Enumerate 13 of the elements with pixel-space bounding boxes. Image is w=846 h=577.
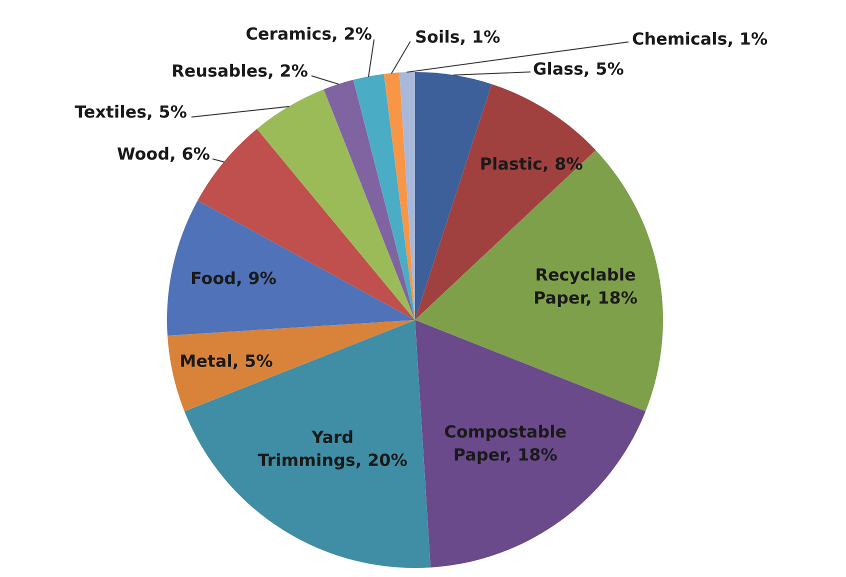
slice-label: Ceramics, 2%: [246, 26, 372, 42]
slice-label: Recyclable Paper, 18%: [535, 268, 638, 308]
slice-label: Plastic, 8%: [481, 156, 582, 172]
slice-label: Wood, 6%: [117, 146, 210, 162]
slice-label: Textiles, 5%: [74, 104, 186, 120]
slice-label: Chemicals, 1%: [632, 32, 768, 47]
slice-label: Metal, 5%: [181, 354, 272, 370]
slice-label: Compostable Paper, 18%: [444, 424, 566, 464]
slice-label: Glass, 5%: [534, 62, 624, 77]
slice-label: Soils, 1%: [416, 30, 500, 45]
slice-label: Yard Trimmings, 20%: [258, 430, 407, 470]
slice-label: Reusables, 2%: [173, 64, 308, 79]
slice-label: Food, 9%: [192, 271, 276, 286]
